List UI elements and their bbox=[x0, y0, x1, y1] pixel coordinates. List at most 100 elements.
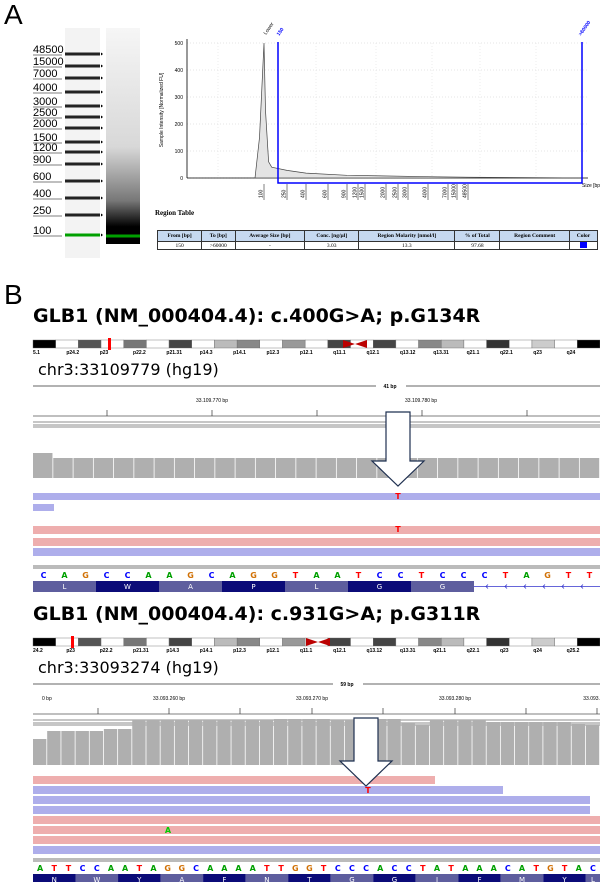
x-tick-label: 2500 bbox=[393, 187, 399, 198]
amino-acid-block bbox=[118, 874, 161, 882]
strand-arrow-icon bbox=[542, 584, 546, 589]
coverage-bar bbox=[245, 720, 259, 765]
centromere bbox=[343, 340, 367, 348]
table-cell bbox=[499, 241, 571, 250]
coverage-bar bbox=[93, 458, 114, 478]
amino-acid-block bbox=[415, 874, 459, 882]
reference-base: A bbox=[377, 864, 384, 873]
reference-base: T bbox=[356, 571, 362, 580]
ladder-size-label: 2000 bbox=[33, 118, 57, 130]
reference-base: G bbox=[292, 864, 299, 873]
coverage-bar bbox=[103, 729, 118, 765]
band-label: q21.1 bbox=[433, 648, 446, 654]
chromosome-band bbox=[531, 339, 555, 349]
coverage-bar bbox=[519, 458, 539, 478]
reference-base: C bbox=[41, 571, 47, 580]
band-label: q24 bbox=[567, 350, 576, 356]
chromosome-band bbox=[214, 637, 238, 647]
ladder-size-label: 2500 bbox=[33, 107, 57, 119]
reference-base: C bbox=[80, 864, 86, 873]
band-marker-icon bbox=[101, 196, 103, 200]
chromosome-band bbox=[395, 339, 419, 349]
chromosome-band bbox=[486, 339, 510, 349]
band-label: q23 bbox=[533, 350, 542, 356]
coverage-bar bbox=[458, 458, 478, 478]
ladder-band bbox=[65, 126, 100, 130]
reference-base: T bbox=[533, 864, 539, 873]
band-label: p23 bbox=[100, 350, 109, 356]
amino-acid-label: G bbox=[440, 583, 445, 591]
reference-base: T bbox=[419, 571, 425, 580]
ladder-band bbox=[65, 52, 100, 56]
chromosome-band bbox=[327, 637, 351, 647]
band-label: p12.3 bbox=[233, 648, 246, 654]
reference-base: C bbox=[398, 571, 404, 580]
chromosome-band bbox=[123, 637, 147, 647]
coverage-bar bbox=[302, 719, 316, 765]
amino-acid-block bbox=[75, 874, 119, 882]
reference-base: T bbox=[503, 571, 509, 580]
igv-view-variant-1: GLB1 (NM_000404.4): c.400G>A; p.G134R 5.1… bbox=[32, 305, 600, 592]
coverage-bar bbox=[316, 458, 336, 478]
reference-base: T bbox=[278, 864, 284, 873]
x-tick-label: 7000 bbox=[443, 187, 449, 198]
amino-acid-block bbox=[585, 874, 600, 882]
band-label: p14.3 bbox=[166, 648, 179, 654]
sequencing-read bbox=[33, 538, 600, 546]
amino-acid-label: N bbox=[52, 876, 57, 882]
band-marker-icon bbox=[101, 140, 103, 144]
reference-base: C bbox=[406, 864, 412, 873]
current-locus-marker bbox=[108, 338, 111, 350]
band-label: p12.1 bbox=[266, 648, 279, 654]
coverage-bar bbox=[75, 731, 89, 765]
chromosome-band bbox=[168, 637, 192, 647]
chromosome-band bbox=[55, 339, 79, 349]
region-table-title: Region Table bbox=[155, 209, 195, 217]
coverage-bar bbox=[89, 731, 104, 765]
column-header: Color bbox=[569, 230, 598, 242]
chromosome-band bbox=[78, 637, 102, 647]
ladder-band bbox=[65, 64, 100, 68]
reference-base: C bbox=[335, 864, 341, 873]
reference-base: A bbox=[207, 864, 214, 873]
reference-base: A bbox=[250, 864, 257, 873]
chromosome-band bbox=[259, 339, 283, 349]
chromosome-band bbox=[577, 339, 600, 349]
panel-b-label: B bbox=[4, 279, 23, 310]
coverage-bar bbox=[557, 722, 571, 765]
coverage-bar bbox=[215, 458, 235, 478]
reference-base: T bbox=[321, 864, 327, 873]
amino-acid-label: F bbox=[477, 876, 481, 882]
chromosome-band bbox=[531, 637, 555, 647]
region-bracket bbox=[277, 42, 583, 184]
band-label: p12.3 bbox=[266, 350, 279, 356]
chromosome-band bbox=[78, 339, 102, 349]
band-label: p21.31 bbox=[166, 350, 182, 356]
coverage-bar bbox=[429, 720, 444, 765]
span-label-bg bbox=[333, 679, 363, 689]
amino-acid-block bbox=[245, 874, 289, 882]
locus-label: chr3:33109779 (hg19) bbox=[38, 360, 219, 379]
coverage-bar bbox=[387, 719, 401, 765]
reference-base: T bbox=[66, 864, 72, 873]
sample-marker-band bbox=[106, 234, 140, 238]
band-label: p14.1 bbox=[233, 350, 246, 356]
coverage-bar bbox=[273, 719, 288, 765]
amino-acid-block bbox=[285, 581, 348, 592]
coverage-bar bbox=[559, 458, 579, 478]
coverage-bar bbox=[316, 719, 330, 765]
reference-base: T bbox=[293, 571, 299, 580]
amino-acid-block bbox=[330, 874, 374, 882]
amino-acid-block bbox=[411, 581, 474, 592]
band-label: q23 bbox=[500, 648, 509, 654]
sequencing-read bbox=[33, 796, 590, 804]
sequencing-read bbox=[33, 826, 600, 834]
coverage-bar bbox=[500, 722, 515, 765]
coverage-bar bbox=[61, 731, 75, 765]
coverage-bar bbox=[132, 720, 146, 765]
reference-base: G bbox=[306, 864, 313, 873]
amino-acid-label: L bbox=[591, 876, 595, 882]
sample-lane bbox=[106, 28, 140, 244]
chromosome-band bbox=[191, 339, 215, 349]
chromosome-band bbox=[146, 637, 170, 647]
